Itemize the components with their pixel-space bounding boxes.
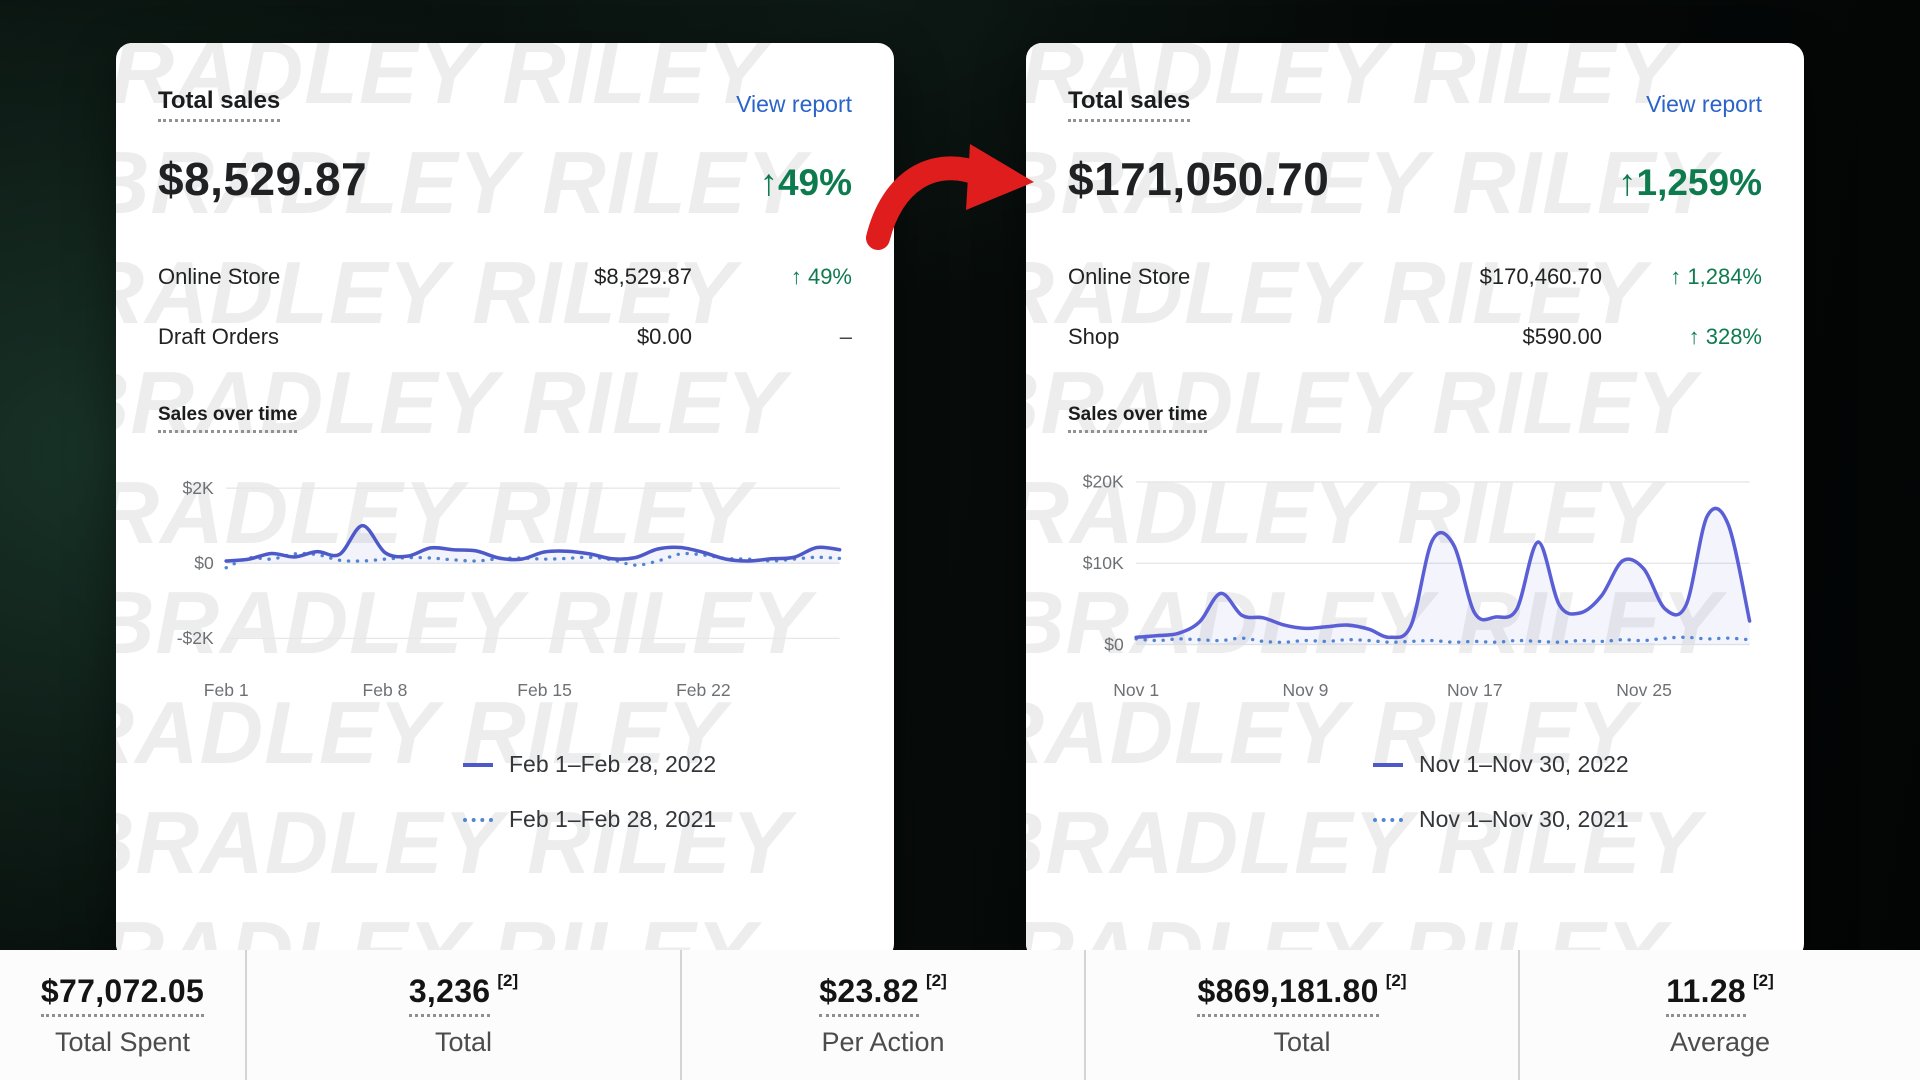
legend-item: Nov 1–Nov 30, 2021 (1373, 806, 1762, 833)
metric-change: ↑ 49% (790, 264, 852, 289)
legend-item: Feb 1–Feb 28, 2022 (463, 751, 852, 778)
svg-text:Nov 1: Nov 1 (1113, 680, 1159, 700)
solid-line-swatch (1373, 762, 1403, 767)
svg-text:$0: $0 (194, 553, 214, 573)
svg-text:Nov 25: Nov 25 (1616, 680, 1672, 700)
stat-footnote: [2] (1385, 970, 1407, 990)
dotted-line-swatch (1373, 817, 1403, 822)
metric-value: $590.00 (1522, 324, 1602, 349)
svg-text:$20K: $20K (1083, 472, 1124, 492)
card-title: Total sales (1068, 87, 1191, 122)
chart-section-title: Sales over time (1068, 404, 1208, 433)
view-report-link[interactable]: View report (736, 91, 852, 117)
stat-footnote: [2] (925, 970, 947, 990)
metric-row: Shop $590.00 ↑ 328% (1068, 324, 1762, 350)
metric-label: Online Store (158, 264, 281, 289)
metric-label: Online Store (1068, 264, 1191, 289)
metric-label: Draft Orders (158, 324, 280, 349)
stat-label: Average (1669, 1026, 1771, 1057)
stat-label: Total (1273, 1026, 1331, 1057)
stat-label: Per Action (821, 1026, 945, 1057)
sales-over-time-chart: $2K $0 -$2K Feb 1 Feb 8 Feb 15 Feb 22 (158, 449, 852, 717)
total-sales-value: $8,529.87 (158, 153, 368, 205)
svg-text:$2K: $2K (183, 478, 214, 498)
stat-total-actions: 3,236 [2] Total (245, 950, 680, 1080)
legend-label: Feb 1–Feb 28, 2022 (509, 751, 717, 777)
svg-text:Nov 9: Nov 9 (1283, 680, 1329, 700)
stat-total-spent: $77,072.05 Total Spent (0, 950, 245, 1080)
stat-total-revenue: $869,181.80 [2] Total (1084, 950, 1518, 1080)
chart-legend: Nov 1–Nov 30, 2022 Nov 1–Nov 30, 2021 (1373, 751, 1762, 833)
stat-footnote: [2] (1753, 970, 1774, 990)
stat-label: Total Spent (54, 1026, 191, 1057)
card-content: Total sales View report $8,529.87 ↑49% O… (116, 43, 894, 960)
stat-footnote: [2] (497, 970, 519, 990)
metric-change: ↑ 328% (1688, 324, 1762, 349)
metric-label: Shop (1068, 324, 1120, 349)
stat-value: 11.28 (1666, 973, 1747, 1017)
metric-value: $8,529.87 (594, 264, 692, 289)
metric-value: $0.00 (636, 324, 692, 349)
stat-per-action: $23.82 [2] Per Action (680, 950, 1084, 1080)
metric-row: Online Store $170,460.70 ↑ 1,284% (1068, 264, 1762, 290)
svg-text:Feb 8: Feb 8 (363, 680, 408, 700)
legend-label: Nov 1–Nov 30, 2022 (1419, 751, 1629, 777)
chart-section-title: Sales over time (158, 404, 298, 433)
stat-label: Total (434, 1026, 493, 1057)
metric-change: ↑ 1,284% (1670, 264, 1762, 289)
stats-footer-bar: $77,072.05 Total Spent 3,236 [2] Total $… (0, 950, 1920, 1080)
total-sales-change: ↑1,259% (1618, 162, 1762, 203)
red-arrow-icon (866, 144, 1034, 250)
svg-text:$10K: $10K (1083, 553, 1124, 573)
card-content: Total sales View report $171,050.70 ↑1,2… (1026, 43, 1804, 960)
stat-value: $869,181.80 (1197, 973, 1379, 1017)
stat-value: $23.82 (819, 973, 919, 1017)
stat-value: 3,236 (408, 973, 491, 1017)
legend-label: Nov 1–Nov 30, 2021 (1419, 806, 1629, 832)
svg-text:Feb 15: Feb 15 (517, 680, 572, 700)
svg-text:Feb 1: Feb 1 (204, 680, 249, 700)
sales-over-time-chart: $20K $10K $0 Nov 1 Nov 9 Nov 17 Nov 25 (1068, 449, 1762, 717)
dotted-line-swatch (463, 817, 493, 822)
svg-text:Feb 22: Feb 22 (676, 680, 731, 700)
total-sales-change: ↑49% (759, 162, 852, 203)
chart-legend: Feb 1–Feb 28, 2022 Feb 1–Feb 28, 2021 (463, 751, 852, 833)
metric-row: Draft Orders $0.00 – (158, 324, 852, 350)
legend-item: Feb 1–Feb 28, 2021 (463, 806, 852, 833)
svg-text:Nov 17: Nov 17 (1447, 680, 1503, 700)
metric-change: – (839, 324, 852, 349)
stat-value: $77,072.05 (40, 973, 205, 1017)
stat-average: 11.28 [2] Average (1518, 950, 1920, 1080)
metric-value: $170,460.70 (1479, 264, 1602, 289)
total-sales-value: $171,050.70 (1068, 153, 1330, 205)
legend-item: Nov 1–Nov 30, 2022 (1373, 751, 1762, 778)
legend-label: Feb 1–Feb 28, 2021 (509, 806, 717, 832)
solid-line-swatch (463, 762, 493, 767)
view-report-link[interactable]: View report (1646, 91, 1762, 117)
svg-text:$0: $0 (1104, 634, 1124, 654)
card-title: Total sales (158, 87, 281, 122)
metric-row: Online Store $8,529.87 ↑ 49% (158, 264, 852, 290)
svg-text:-$2K: -$2K (177, 628, 214, 648)
